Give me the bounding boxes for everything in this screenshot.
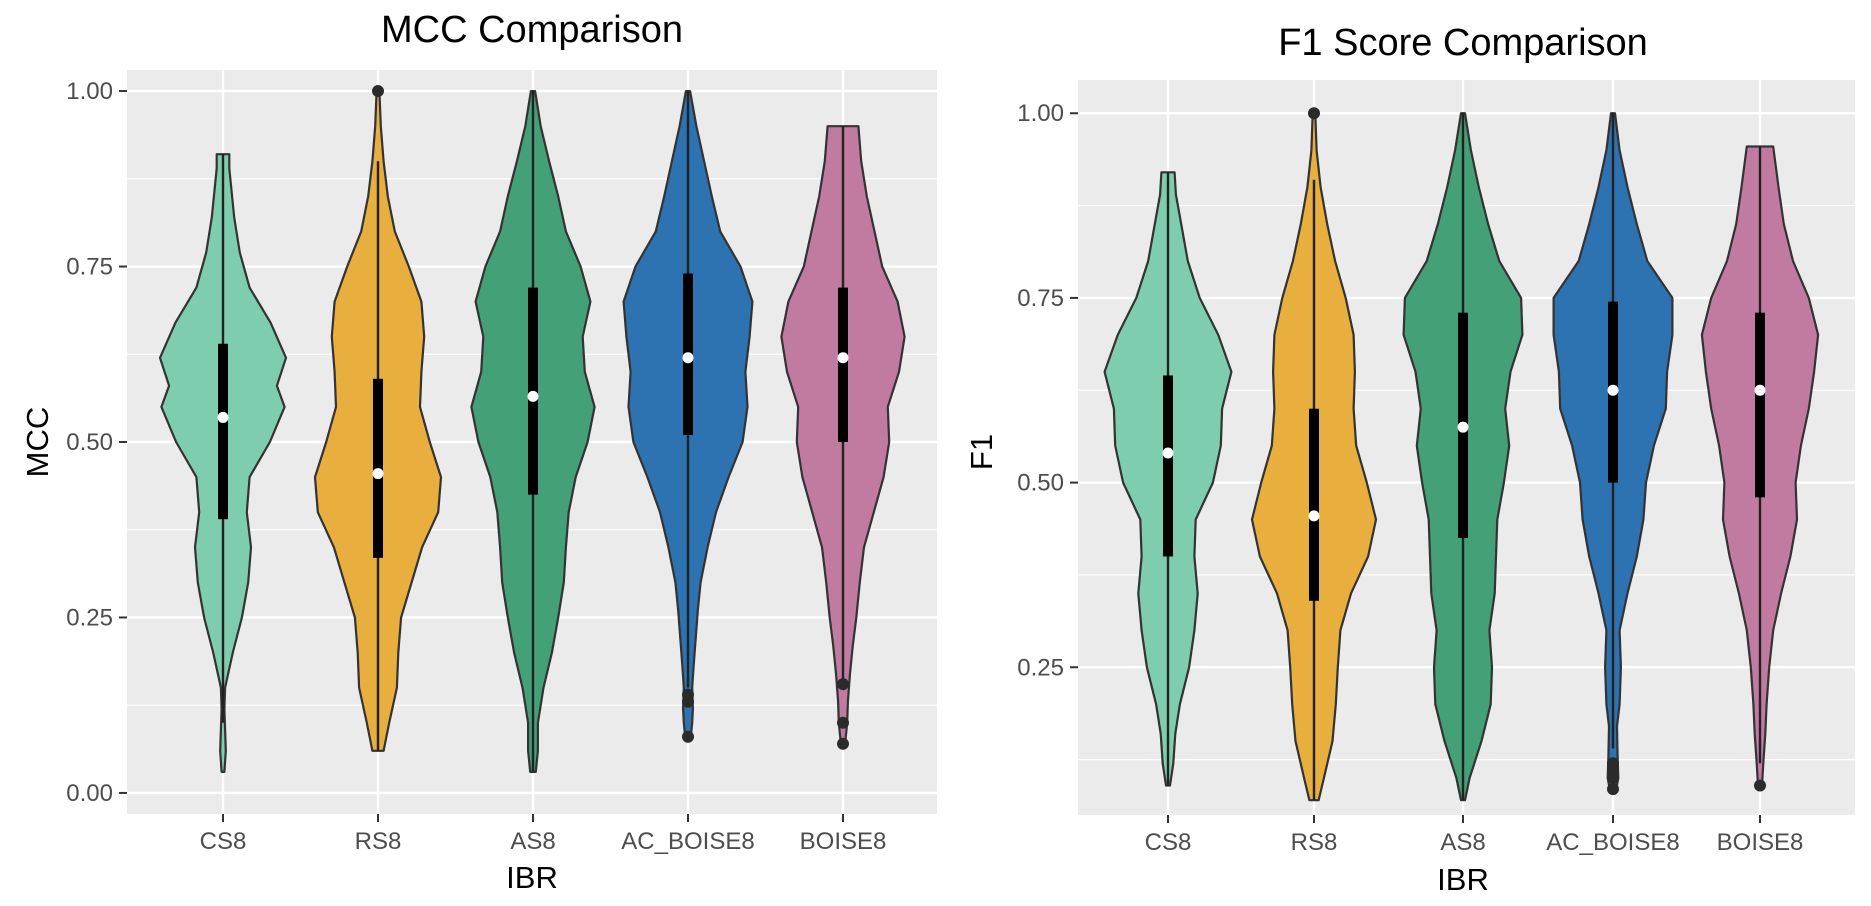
- boxplot-box: [1755, 312, 1765, 498]
- f1-y-tick-label: 0.75: [1017, 285, 1064, 312]
- mcc-x-tick-label: CS8: [200, 828, 247, 855]
- f1-violin-as8: [1402, 112, 1524, 802]
- f1-chart-title: F1 Score Comparison: [1278, 22, 1648, 64]
- mcc-x-ticks: CS8 RS8 AS8 AC_BOISE8 BOISE8: [200, 814, 887, 855]
- f1-x-tick-label: AC_BOISE8: [1546, 829, 1679, 856]
- median-point: [1607, 384, 1619, 396]
- mcc-x-tick-label: BOISE8: [800, 828, 887, 855]
- f1-x-tick-label: CS8: [1145, 829, 1192, 856]
- mcc-violin-rs8: [313, 85, 443, 752]
- mcc-y-axis-title: MCC: [20, 407, 55, 478]
- median-point: [217, 411, 229, 423]
- mcc-y-tick-label: 0.00: [66, 780, 113, 807]
- outlier-point: [837, 737, 849, 750]
- outlier-point: [1607, 783, 1619, 796]
- outlier-point: [1308, 107, 1320, 120]
- mcc-y-tick-label: 0.25: [66, 604, 113, 631]
- f1-y-axis-title: F1: [964, 434, 999, 470]
- mcc-y-tick-label: 0.50: [66, 429, 113, 456]
- mcc-x-axis-title: IBR: [506, 860, 558, 895]
- outlier-point: [682, 688, 694, 701]
- f1-y-tick-label: 0.50: [1017, 470, 1064, 497]
- outlier-point: [1607, 757, 1619, 770]
- mcc-violin-boise8: [780, 125, 906, 750]
- mcc-chart-title: MCC Comparison: [381, 9, 683, 51]
- f1-x-tick-label: BOISE8: [1717, 829, 1804, 856]
- median-point: [527, 390, 539, 402]
- outlier-point: [372, 85, 384, 98]
- boxplot-box: [1163, 375, 1173, 557]
- f1-x-ticks: CS8 RS8 AS8 AC_BOISE8 BOISE8: [1145, 815, 1804, 856]
- mcc-x-tick-label: AS8: [510, 828, 555, 855]
- median-point: [1457, 421, 1469, 433]
- f1-violin-cs8: [1103, 171, 1233, 787]
- mcc-x-tick-label: RS8: [355, 828, 402, 855]
- outlier-point: [1754, 779, 1766, 792]
- median-point: [837, 352, 849, 364]
- mcc-y-tick-label: 1.00: [66, 78, 113, 105]
- mcc-violins: [158, 85, 906, 773]
- boxplot-box: [218, 343, 228, 520]
- median-point: [1162, 447, 1174, 459]
- median-point: [372, 468, 384, 480]
- f1-x-axis-title: IBR: [1437, 862, 1489, 897]
- f1-y-tick-label: 0.25: [1017, 654, 1064, 681]
- f1-panel: 0.25 0.50 0.75 1.00 CS8 RS8 AS8 AC_BOISE8 BOISE…: [964, 22, 1855, 897]
- median-point: [1754, 384, 1766, 396]
- mcc-y-ticks: 0.00 0.25 0.50 0.75 1.00: [66, 78, 127, 807]
- mcc-y-tick-label: 0.75: [66, 254, 113, 281]
- boxplot-box: [1309, 408, 1319, 601]
- mcc-violin-as8: [470, 90, 596, 773]
- f1-violin-ac-boise8: [1552, 112, 1674, 796]
- median-point: [1308, 510, 1320, 522]
- mcc-x-tick-label: AC_BOISE8: [621, 828, 754, 855]
- f1-violins: [1103, 107, 1820, 802]
- outlier-point: [837, 716, 849, 729]
- mcc-violin-ac-boise8: [622, 90, 754, 743]
- f1-x-tick-label: AS8: [1440, 829, 1485, 856]
- mcc-panel: 0.00 0.25 0.50 0.75 1.00 CS8 RS8 AS8 AC_BOISE8 B…: [20, 9, 937, 895]
- median-point: [682, 352, 694, 364]
- f1-violin-rs8: [1250, 107, 1378, 802]
- f1-violin-boise8: [1700, 145, 1820, 792]
- mcc-violin-cs8: [158, 153, 288, 773]
- f1-y-tick-label: 1.00: [1017, 100, 1064, 127]
- outlier-point: [682, 730, 694, 743]
- boxplot-box: [838, 287, 848, 442]
- outlier-point: [837, 678, 849, 691]
- f1-y-ticks: 0.25 0.50 0.75 1.00: [1017, 100, 1078, 681]
- f1-x-tick-label: RS8: [1291, 829, 1338, 856]
